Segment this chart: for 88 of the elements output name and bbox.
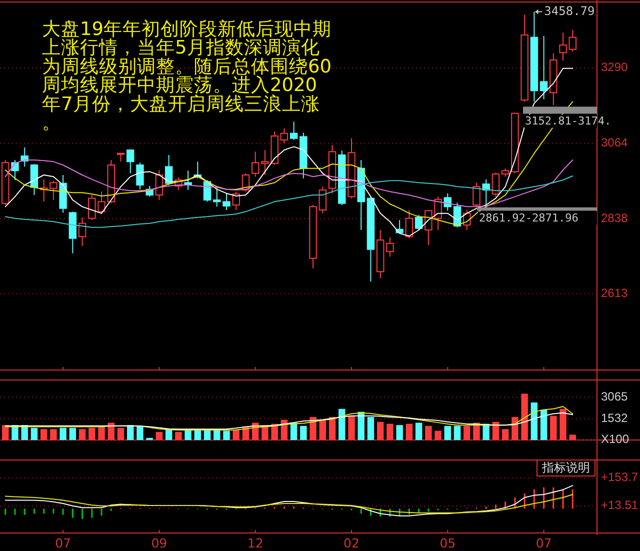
bar — [396, 425, 403, 440]
y-tick-label: 3065 — [601, 389, 628, 404]
bar — [338, 408, 346, 440]
text: 大盘19年年初创阶段新低后现中期上涨行情，当年5月指数深调演化为周线级别调整。随后总体围绕60周均线展开中期震荡。进入2020年7月份，大盘开启周线三浪上涨。 — [42, 18, 332, 134]
bar — [319, 420, 326, 440]
annotation: 3458.79 — [544, 4, 595, 18]
bar — [492, 422, 500, 440]
candlestick — [251, 151, 260, 178]
bar — [2, 425, 9, 440]
bar — [521, 394, 528, 440]
bar — [156, 432, 163, 440]
candlestick — [50, 180, 58, 200]
candlestick — [414, 214, 423, 230]
bar — [348, 416, 355, 440]
bar — [60, 428, 66, 440]
candlestick — [318, 186, 327, 214]
candlestick — [232, 191, 240, 210]
line-series — [4, 494, 574, 514]
y-tick-label: +13.51 — [601, 498, 638, 512]
candlestick — [30, 164, 38, 196]
bar — [502, 429, 509, 440]
bar — [328, 416, 336, 440]
candlestick — [126, 148, 134, 174]
candlestick — [482, 178, 490, 206]
candlestick — [405, 210, 414, 239]
candlestick — [290, 121, 298, 140]
bar — [454, 426, 461, 440]
bar — [40, 429, 48, 440]
x-tick-label: 02 — [344, 535, 360, 550]
bar — [376, 422, 384, 440]
candlestick — [472, 182, 480, 208]
line-series — [4, 412, 574, 430]
y-tick-label: 1532 — [601, 410, 628, 425]
bar — [88, 428, 96, 440]
candlestick — [136, 162, 144, 190]
bar — [136, 426, 144, 440]
candlestick — [492, 172, 500, 198]
bar — [175, 432, 182, 440]
candlestick — [540, 36, 548, 100]
candlestick — [164, 154, 173, 186]
band-label: 2861.92-2871.96 — [479, 212, 578, 225]
bar — [30, 428, 38, 440]
candlestick — [559, 32, 567, 62]
candlestick — [568, 30, 576, 52]
bar — [482, 424, 490, 440]
bar — [550, 416, 557, 440]
bar — [271, 424, 278, 440]
bar — [560, 408, 566, 440]
bar — [204, 430, 211, 440]
x-tick-label: 12 — [247, 535, 264, 550]
bar — [444, 426, 452, 440]
bar — [232, 430, 240, 440]
bar — [50, 429, 57, 440]
bar — [464, 426, 470, 440]
bar — [126, 425, 134, 440]
x-tick-label: 07 — [55, 535, 72, 550]
line-series — [4, 406, 574, 430]
candlestick — [280, 128, 288, 144]
bar — [540, 410, 548, 440]
bar — [434, 430, 442, 440]
bar — [530, 402, 538, 440]
y-tick-label: 2838 — [601, 210, 628, 225]
y-tick-label: 3290 — [601, 60, 628, 74]
bar — [358, 412, 364, 440]
bar — [512, 416, 518, 440]
bar — [406, 424, 413, 440]
bar — [415, 422, 422, 440]
x-tick-label: 05 — [440, 535, 456, 550]
bar — [69, 428, 76, 440]
bar — [78, 429, 86, 440]
candlestick — [386, 236, 394, 258]
bar — [367, 416, 374, 440]
y-tick-label: 2613 — [601, 286, 628, 300]
bar — [214, 430, 220, 440]
y-tick-label: 3064 — [601, 136, 628, 150]
bar — [117, 428, 124, 440]
bar — [300, 426, 307, 440]
bar — [98, 426, 105, 440]
bar — [425, 426, 432, 440]
bar — [386, 424, 394, 440]
x-tick-label: 09 — [151, 535, 168, 550]
y-tick-label: +153.7 — [601, 470, 638, 484]
annotation: 指标说明 — [541, 460, 590, 474]
bar — [108, 422, 114, 440]
bar — [223, 430, 230, 440]
bar — [569, 434, 576, 440]
bar — [310, 416, 316, 440]
x-tick-label: 07 — [536, 535, 552, 550]
